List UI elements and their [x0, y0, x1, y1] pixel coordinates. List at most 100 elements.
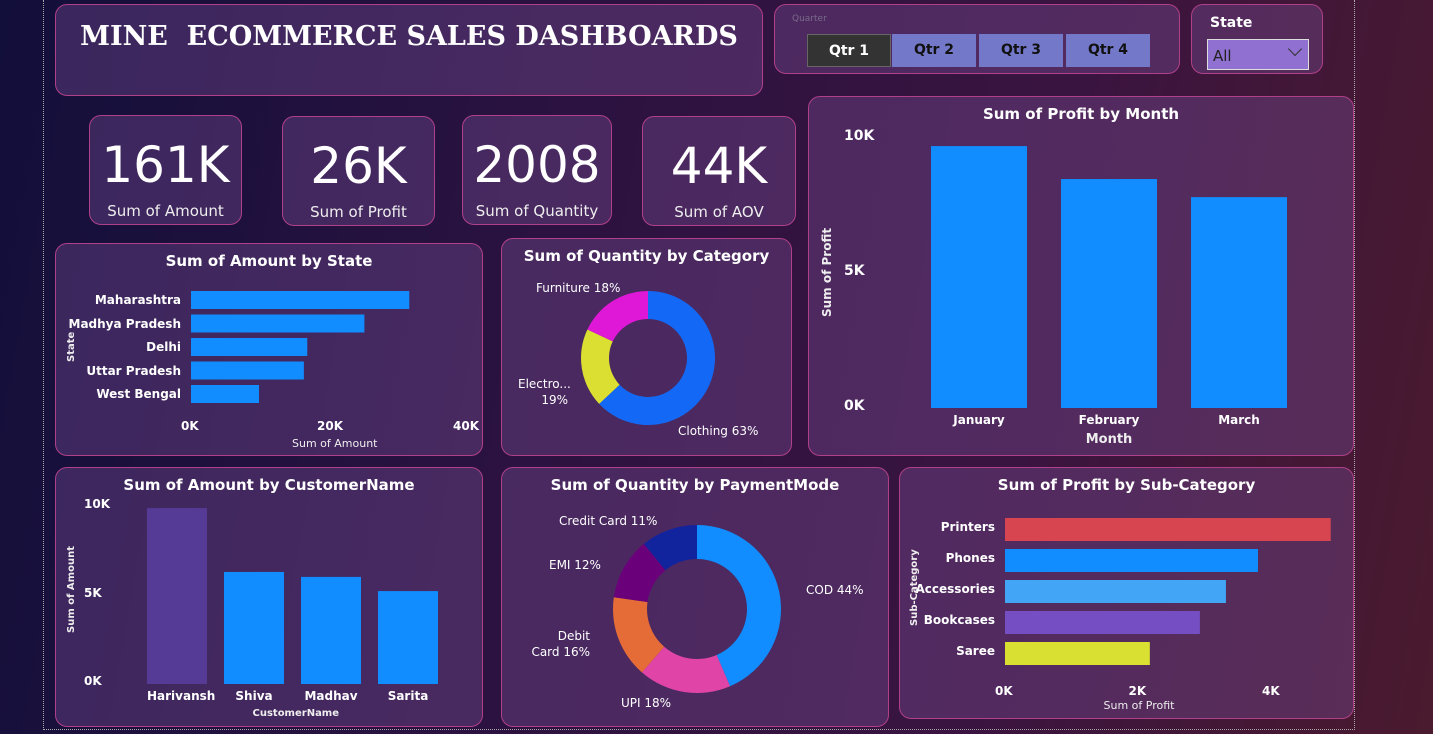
category-label: Madhav	[304, 689, 358, 703]
kpi-card-profit: 26K Sum of Profit	[282, 116, 435, 226]
quarter-option-qtr4[interactable]: Qtr 4	[1066, 34, 1150, 67]
quarter-label: Quarter	[792, 14, 827, 24]
chart-title: Sum of Profit by Sub-Category	[997, 476, 1256, 494]
bar	[191, 385, 259, 403]
bar	[191, 361, 304, 380]
data-label: UPI 18%	[621, 696, 672, 710]
data-label: Electro... 19%	[518, 377, 571, 407]
chart-profit-by-month: Sum of Profit by Month January February Mar…	[808, 96, 1354, 456]
donut-slice	[641, 646, 731, 693]
chart-quantity-by-category: Sum of Quantity by Category Clothing 63% E…	[501, 238, 792, 456]
bar	[378, 591, 438, 684]
chart-title: Sum of Quantity by Category	[523, 247, 770, 265]
quarter-option-qtr1[interactable]: Qtr 1	[807, 34, 891, 67]
chart-title: Sum of Profit by Month	[982, 105, 1180, 123]
category-label: Uttar Pradesh	[86, 363, 181, 378]
chart-title: Sum of Quantity by PaymentMode	[550, 476, 840, 494]
category-label: Bookcases	[923, 613, 995, 627]
bar	[1191, 197, 1287, 408]
tick-label: 5K	[844, 263, 865, 279]
chart-title: Sum of Amount by CustomerName	[123, 476, 415, 494]
chart-title: Sum of Amount by State	[165, 252, 373, 270]
bar	[1005, 518, 1331, 541]
x-axis-title: Sum of Profit	[1103, 699, 1175, 712]
chart-amount-by-customer: Sum of Amount by CustomerName Harivansh Sh…	[55, 467, 483, 727]
donut-slice	[613, 543, 666, 603]
bar	[191, 291, 410, 309]
x-axis-title: Sum of Amount	[292, 437, 378, 450]
chart-amount-by-state: Sum of Amount by State Maharashtra Madhya …	[55, 243, 483, 456]
data-label: Furniture 18%	[536, 281, 621, 295]
chart-plot	[147, 508, 438, 684]
tick-label: 0K	[844, 398, 865, 414]
bar	[1005, 611, 1200, 634]
state-dropdown-value: All	[1213, 47, 1232, 65]
category-label: Madhya Pradesh	[68, 316, 182, 331]
bar	[1005, 580, 1226, 603]
category-label: Printers	[940, 520, 995, 534]
category-label: February	[1078, 413, 1140, 427]
kpi-value: 44K	[670, 137, 768, 195]
category-label: Phones	[945, 551, 995, 565]
state-dropdown[interactable]: All	[1207, 39, 1309, 70]
kpi-label: Sum of Quantity	[475, 202, 599, 220]
category-label: Harivansh	[147, 689, 216, 703]
category-label: West Bengal	[96, 387, 181, 401]
chart-plot	[931, 146, 1287, 408]
y-axis-title: State	[66, 331, 77, 362]
kpi-card-quantity: 2008 Sum of Quantity	[462, 115, 612, 225]
chart-profit-by-subcategory: Sum of Profit by Sub-Category Printers Pho…	[899, 467, 1354, 719]
x-axis-title: CustomerName	[252, 708, 340, 719]
bar	[1061, 179, 1157, 408]
donut-slice	[643, 525, 697, 571]
kpi-label: Sum of Profit	[310, 203, 407, 221]
donut-slice	[697, 525, 781, 687]
bar	[224, 571, 284, 684]
donut-slice	[587, 291, 648, 342]
bar	[191, 314, 365, 333]
donut-slice	[613, 597, 665, 673]
x-axis-title: Month	[1085, 432, 1133, 447]
chart-plot	[613, 525, 781, 693]
kpi-card-amount: 161K Sum of Amount	[89, 115, 242, 225]
category-label: January	[953, 413, 1005, 427]
y-axis-title: Sum of Amount	[66, 546, 77, 633]
quarter-option-qtr3[interactable]: Qtr 3	[979, 34, 1063, 67]
data-label: EMI 12%	[549, 558, 601, 572]
tick-label: 2K	[1128, 684, 1147, 698]
state-label: State	[1210, 15, 1253, 31]
category-label: Sarita	[387, 689, 429, 703]
kpi-value: 161K	[101, 136, 230, 194]
bar	[191, 338, 308, 356]
chart-quantity-by-paymentmode: Sum of Quantity by PaymentMode COD 44% UPI…	[501, 467, 889, 727]
chart-plot	[1005, 518, 1331, 665]
tick-label: 20K	[317, 419, 343, 433]
bar	[301, 576, 361, 684]
category-label: Saree	[956, 644, 995, 658]
kpi-label: Sum of Amount	[107, 202, 224, 220]
y-axis-title: Sum of Profit	[820, 227, 834, 317]
category-label: March	[1218, 413, 1260, 427]
tick-label: 10K	[844, 128, 875, 144]
state-slicer: State All	[1191, 4, 1323, 74]
bar	[1005, 642, 1150, 665]
tick-label: 0K	[181, 419, 199, 433]
data-label: COD 44%	[806, 583, 864, 597]
category-label: Delhi	[146, 340, 181, 354]
donut-slice	[599, 291, 715, 425]
report-canvas	[43, 0, 1355, 730]
dashboard-title: MINE ECOMMERCE SALES DASHBOARDS	[80, 21, 738, 52]
data-label: Debit Card 16%	[531, 629, 590, 659]
chart-plot	[191, 291, 410, 403]
category-label: Maharashtra	[94, 293, 181, 307]
quarter-option-qtr2[interactable]: Qtr 2	[892, 34, 976, 67]
category-label: Accessories	[915, 582, 996, 596]
chart-plot	[581, 291, 715, 425]
tick-label: 10K	[84, 497, 110, 511]
tick-label: 4K	[1262, 684, 1280, 698]
tick-label: 0K	[84, 674, 102, 688]
quarter-slicer: Quarter Qtr 1 Qtr 2 Qtr 3 Qtr 4	[774, 4, 1180, 74]
data-label: Clothing 63%	[678, 424, 759, 438]
kpi-value: 2008	[473, 136, 601, 194]
title-card: MINE ECOMMERCE SALES DASHBOARDS	[55, 4, 763, 96]
